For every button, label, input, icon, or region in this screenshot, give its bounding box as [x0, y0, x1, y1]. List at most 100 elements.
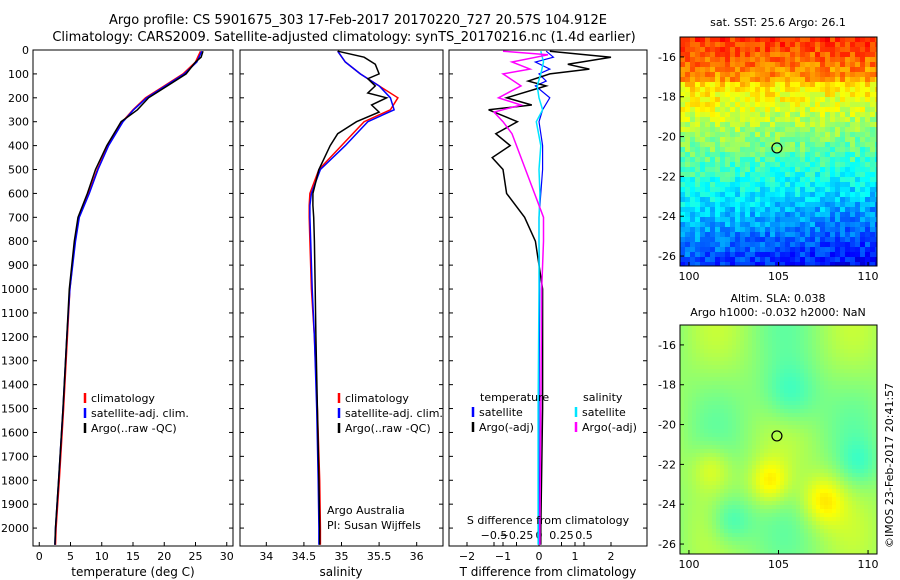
heatmap-cell — [760, 429, 765, 434]
heatmap-cell — [840, 127, 846, 133]
heatmap-cell — [724, 477, 729, 482]
heatmap-cell — [796, 389, 801, 394]
heatmap-cell — [732, 445, 737, 450]
heatmap-cell — [810, 37, 816, 43]
heatmap-cell — [780, 62, 786, 68]
heatmap-cell — [855, 42, 861, 48]
heatmap-cell — [684, 345, 689, 350]
heatmap-cell — [765, 197, 771, 203]
heatmap-cell — [860, 257, 866, 263]
heatmap-cell — [680, 493, 685, 498]
heatmap-cell — [830, 242, 836, 248]
heatmap-cell — [748, 413, 753, 418]
heatmap-cell — [680, 187, 686, 193]
heatmap-cell — [860, 385, 865, 390]
heatmap-cell — [716, 469, 721, 474]
heatmap-cell — [756, 457, 761, 462]
heatmap-cell — [820, 62, 826, 68]
heatmap-cell — [792, 369, 797, 374]
heatmap-cell — [780, 57, 786, 63]
heatmap-cell — [690, 42, 696, 48]
heatmap-cell — [784, 453, 789, 458]
heatmap-cell — [828, 517, 833, 522]
heatmap-cell — [700, 465, 705, 470]
heatmap-cell — [776, 401, 781, 406]
heatmap-cell — [832, 441, 837, 446]
heatmap-cell — [832, 477, 837, 482]
heatmap-cell — [820, 381, 825, 386]
heatmap-cell — [845, 127, 851, 133]
heatmap-cell — [696, 473, 701, 478]
heatmap-cell — [735, 37, 741, 43]
heatmap-cell — [820, 102, 826, 108]
heatmap-cell — [785, 122, 791, 128]
heatmap-cell — [808, 425, 813, 430]
heatmap-cell — [725, 197, 731, 203]
heatmap-cell — [764, 537, 769, 542]
heatmap-cell — [680, 82, 686, 88]
heatmap-cell — [720, 365, 725, 370]
heatmap-cell — [788, 533, 793, 538]
heatmap-cell — [720, 521, 725, 526]
heatmap-cell — [796, 501, 801, 506]
heatmap-cell — [712, 389, 717, 394]
heatmap-cell — [820, 37, 826, 43]
heatmap-cell — [720, 525, 725, 530]
heatmap-cell — [845, 117, 851, 123]
heatmap-cell — [875, 147, 877, 153]
heatmap-cell — [784, 361, 789, 366]
heatmap-cell — [690, 182, 696, 188]
heatmap-cell — [725, 97, 731, 103]
heatmap-cell — [740, 77, 746, 83]
sst-map-xtick-label: 105 — [768, 270, 789, 283]
heatmap-cell — [824, 537, 829, 542]
heatmap-cell — [728, 477, 733, 482]
heatmap-cell — [795, 97, 801, 103]
heatmap-cell — [724, 393, 729, 398]
heatmap-cell — [720, 461, 725, 466]
heatmap-cell — [848, 529, 853, 534]
heatmap-cell — [685, 132, 691, 138]
heatmap-cell — [872, 485, 877, 490]
heatmap-cell — [804, 397, 809, 402]
heatmap-cell — [704, 469, 709, 474]
heatmap-cell — [865, 202, 871, 208]
heatmap-cell — [730, 247, 736, 253]
heatmap-cell — [696, 501, 701, 506]
heatmap-cell — [860, 369, 865, 374]
heatmap-cell — [724, 413, 729, 418]
heatmap-cell — [792, 353, 797, 358]
heatmap-cell — [755, 262, 761, 266]
heatmap-cell — [700, 425, 705, 430]
heatmap-cell — [708, 337, 713, 342]
heatmap-cell — [844, 381, 849, 386]
heatmap-cell — [832, 365, 837, 370]
heatmap-cell — [768, 517, 773, 522]
heatmap-cell — [772, 441, 777, 446]
heatmap-cell — [875, 202, 877, 208]
heatmap-cell — [864, 537, 869, 542]
heatmap-cell — [735, 147, 741, 153]
heatmap-cell — [864, 481, 869, 486]
heatmap-cell — [768, 505, 773, 510]
heatmap-cell — [832, 349, 837, 354]
heatmap-cell — [704, 433, 709, 438]
heatmap-cell — [764, 345, 769, 350]
heatmap-cell — [788, 421, 793, 426]
heatmap-cell — [844, 349, 849, 354]
heatmap-cell — [704, 457, 709, 462]
heatmap-cell — [848, 505, 853, 510]
heatmap-cell — [860, 477, 865, 482]
heatmap-cell — [740, 417, 745, 422]
heatmap-cell — [768, 497, 773, 502]
heatmap-cell — [720, 421, 725, 426]
heatmap-cell — [824, 381, 829, 386]
heatmap-cell — [736, 529, 741, 534]
heatmap-cell — [756, 425, 761, 430]
heatmap-cell — [868, 369, 873, 374]
heatmap-cell — [705, 197, 711, 203]
heatmap-cell — [716, 513, 721, 518]
heatmap-cell — [824, 541, 829, 546]
heatmap-cell — [720, 262, 726, 266]
heatmap-cell — [780, 132, 786, 138]
